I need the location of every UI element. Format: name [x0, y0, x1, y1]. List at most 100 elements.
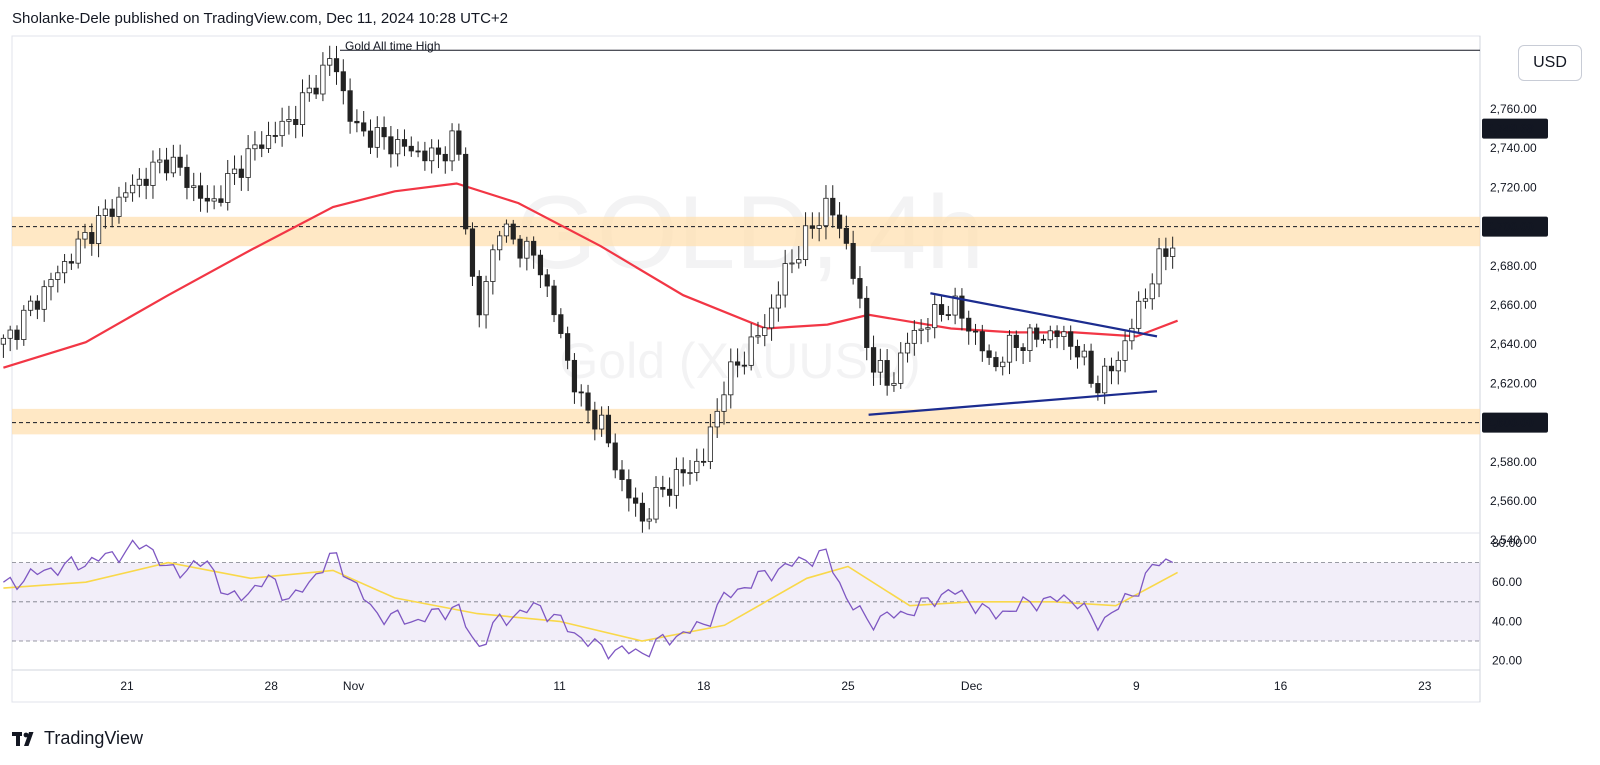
candle-body-down	[619, 469, 625, 480]
candle	[476, 270, 482, 328]
candle	[231, 155, 238, 185]
candle	[170, 144, 176, 178]
candle	[537, 249, 544, 289]
candle-body-up	[918, 328, 924, 331]
candle-body-up	[802, 225, 809, 260]
candle-body-up	[687, 472, 693, 474]
candle-body-up	[762, 327, 768, 336]
candle	[435, 139, 442, 169]
candle-body-up	[225, 173, 231, 203]
rsi-tick: 20.00	[1492, 654, 1522, 668]
candle	[456, 123, 462, 161]
candle-body-up	[75, 238, 81, 264]
candle	[639, 492, 646, 533]
candle	[646, 508, 652, 530]
candle-body-up	[429, 147, 435, 162]
candle-body-down	[293, 119, 299, 125]
candle	[1115, 351, 1121, 385]
candle-body-down	[660, 486, 666, 490]
candle	[463, 147, 469, 235]
candle	[592, 401, 598, 441]
moving-average-line	[3, 182, 1178, 369]
candle	[864, 286, 870, 361]
candle	[728, 348, 734, 409]
candle-body-up	[891, 382, 897, 386]
candle-body-down	[857, 278, 863, 299]
candle-body-up	[150, 161, 156, 186]
candle	[551, 279, 557, 323]
candle-body-up	[170, 156, 176, 174]
candle	[993, 351, 999, 372]
candle-body-up	[102, 208, 108, 216]
rsi-line	[3, 539, 1173, 661]
price-tick: 2,760.00	[1490, 102, 1537, 116]
candle-body-down	[34, 300, 40, 310]
candle-body-up	[524, 240, 530, 259]
candle-body-up	[7, 329, 13, 339]
candle-body-up	[252, 144, 258, 150]
candle-body-up	[646, 518, 652, 522]
candle	[109, 199, 115, 228]
rsi-axis-ticks: 80.00 60.00 40.00 20.00	[1492, 536, 1522, 668]
candle-body-up	[27, 300, 34, 311]
candle-body-up	[1081, 350, 1087, 358]
candle-body-down	[109, 208, 115, 217]
candle-body-down	[558, 314, 564, 334]
candle-body-down	[361, 122, 367, 132]
candle	[75, 230, 81, 269]
candle-body-up	[265, 135, 272, 149]
candle	[68, 253, 74, 270]
candle	[605, 406, 612, 448]
candle-body-up	[1000, 361, 1006, 368]
brand-name: TradingView	[44, 728, 144, 748]
candle-body-up	[157, 159, 163, 163]
support-resistance-zones	[12, 216, 1480, 435]
candle	[218, 185, 224, 207]
candle-body-up	[932, 304, 938, 329]
candle-body-up	[1156, 248, 1162, 285]
moving-average-layer	[3, 182, 1178, 369]
level-low-tag-bg	[1482, 412, 1548, 433]
candle	[959, 288, 965, 331]
time-tick: 21	[120, 679, 134, 693]
candle	[796, 245, 802, 269]
tradingview-logo[interactable]: TradingView	[12, 728, 143, 749]
candle	[782, 249, 788, 308]
candle	[306, 74, 312, 102]
candle	[911, 320, 917, 356]
candle	[823, 185, 829, 240]
watermark-name: Gold (XAUUSD)	[559, 333, 920, 389]
candle-body-up	[306, 87, 312, 94]
candle-body-down	[850, 242, 856, 279]
price-tick: 2,580.00	[1490, 455, 1537, 469]
candle	[497, 230, 503, 261]
candle-body-up	[673, 469, 680, 496]
candle	[531, 236, 537, 269]
rsi-band	[12, 562, 1480, 641]
candle	[279, 107, 285, 147]
price-tick: 2,680.00	[1490, 259, 1537, 273]
candle-body-down	[1020, 347, 1026, 351]
candle-body-down	[408, 145, 414, 152]
level-high-tag-bg	[1482, 216, 1548, 237]
candle-body-down	[340, 71, 346, 92]
candle-body-down	[986, 350, 992, 358]
rsi-pane	[3, 539, 1480, 661]
candle	[884, 349, 890, 396]
candle-body-down	[272, 135, 278, 137]
candle-body-up	[721, 394, 727, 412]
candle	[340, 59, 346, 105]
candle-body-up	[1061, 331, 1067, 337]
candle	[211, 185, 217, 210]
candle	[830, 185, 836, 228]
candle	[660, 475, 666, 498]
candle	[673, 457, 680, 509]
candle-body-up	[286, 119, 292, 122]
candle	[55, 265, 61, 293]
candle-body-down	[14, 329, 20, 340]
candle-body-down	[578, 391, 584, 394]
candle-body-down	[734, 361, 741, 366]
candle	[449, 123, 455, 172]
candle-body-up	[497, 235, 503, 251]
currency-button[interactable]: USD	[1518, 45, 1582, 81]
